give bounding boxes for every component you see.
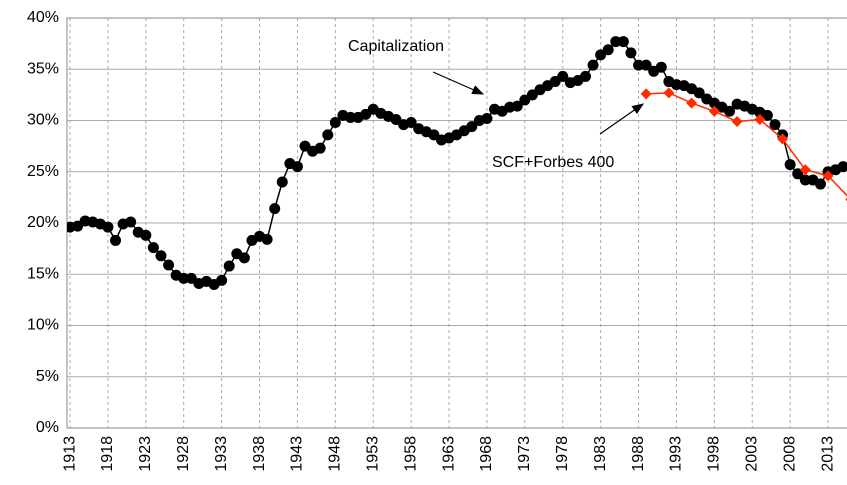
y-tick-label: 40% [27, 9, 59, 26]
data-point [216, 274, 228, 286]
data-point [792, 168, 804, 180]
x-tick-label: 1918 [99, 436, 116, 472]
data-point [784, 159, 796, 171]
y-tick-label: 35% [27, 60, 59, 77]
data-point [814, 178, 826, 190]
data-point [769, 119, 781, 131]
data-point [602, 44, 614, 56]
data-point [837, 161, 847, 173]
x-tick-label: 2008 [781, 436, 798, 472]
x-tick-label: 1973 [516, 436, 533, 472]
data-point [329, 117, 341, 129]
data-point [579, 70, 591, 82]
data-point [686, 97, 698, 109]
data-point [625, 47, 637, 59]
data-point [761, 109, 773, 121]
data-point [344, 111, 356, 123]
data-point [481, 112, 493, 124]
x-tick-label: 1953 [364, 436, 381, 472]
data-point [466, 121, 478, 133]
data-point [314, 142, 326, 154]
x-tick-label: 1948 [327, 436, 344, 472]
y-tick-label: 0% [36, 419, 59, 436]
annotation: SCF+Forbes 400 [492, 154, 614, 171]
x-tick-label: 1913 [61, 436, 78, 472]
data-point [147, 242, 159, 254]
x-tick-label: 1963 [440, 436, 457, 472]
data-point [110, 234, 122, 246]
data-point [102, 221, 114, 233]
series-line [646, 92, 847, 197]
x-tick-label: 1958 [402, 436, 419, 472]
y-tick-label: 15% [27, 265, 59, 282]
x-tick-label: 1978 [554, 436, 571, 472]
data-point [269, 203, 281, 215]
y-tick-label: 30% [27, 112, 59, 129]
data-point [155, 250, 167, 262]
data-point [724, 105, 736, 117]
data-point [261, 233, 273, 245]
data-point [291, 161, 303, 173]
grid [67, 17, 847, 429]
y-tick-label: 5% [36, 368, 59, 385]
data-point [731, 116, 743, 128]
annotation-arrow [599, 103, 644, 135]
data-point [754, 113, 766, 125]
data-point [822, 170, 834, 182]
data-point [663, 87, 675, 99]
x-tick-label: 2013 [819, 436, 836, 472]
data-point [587, 59, 599, 71]
data-point [708, 105, 720, 117]
data-point [693, 87, 705, 99]
x-tick-label: 1983 [592, 436, 609, 472]
annotation-arrow [432, 71, 485, 95]
x-tick-label: 1923 [137, 436, 154, 472]
data-point [777, 133, 789, 145]
y-tick-label: 10% [27, 317, 59, 334]
data-point [799, 174, 811, 186]
x-tick-label: 1988 [630, 436, 647, 472]
data-point [178, 272, 190, 284]
x-tick-label: 1993 [668, 436, 685, 472]
data-point [125, 216, 137, 228]
data-point [163, 259, 175, 271]
series-line [69, 40, 844, 286]
x-tick-label: 1943 [289, 436, 306, 472]
data-point [655, 61, 667, 73]
annotation: Capitalization [348, 38, 444, 55]
data-point [610, 36, 622, 48]
x-tick-label: 1938 [251, 436, 268, 472]
data-point [617, 36, 629, 48]
data-point [633, 59, 645, 71]
y-tick-label: 25% [27, 163, 59, 180]
data-point [140, 229, 152, 241]
x-tick-label: 2003 [743, 436, 760, 472]
x-tick-label: 1928 [175, 436, 192, 472]
data-point [276, 176, 288, 188]
data-point [640, 88, 652, 100]
x-tick-label: 1998 [706, 436, 723, 472]
y-tick-label: 20% [27, 214, 59, 231]
data-point [511, 100, 523, 112]
x-tick-label: 1933 [213, 436, 230, 472]
data-point [557, 70, 569, 82]
data-point [799, 164, 811, 176]
x-tick-label: 1968 [478, 436, 495, 472]
data-point [223, 260, 235, 272]
data-point [238, 252, 250, 264]
plot-area [67, 36, 847, 290]
data-point [640, 59, 652, 71]
data-point [405, 117, 417, 129]
data-point [322, 129, 334, 141]
